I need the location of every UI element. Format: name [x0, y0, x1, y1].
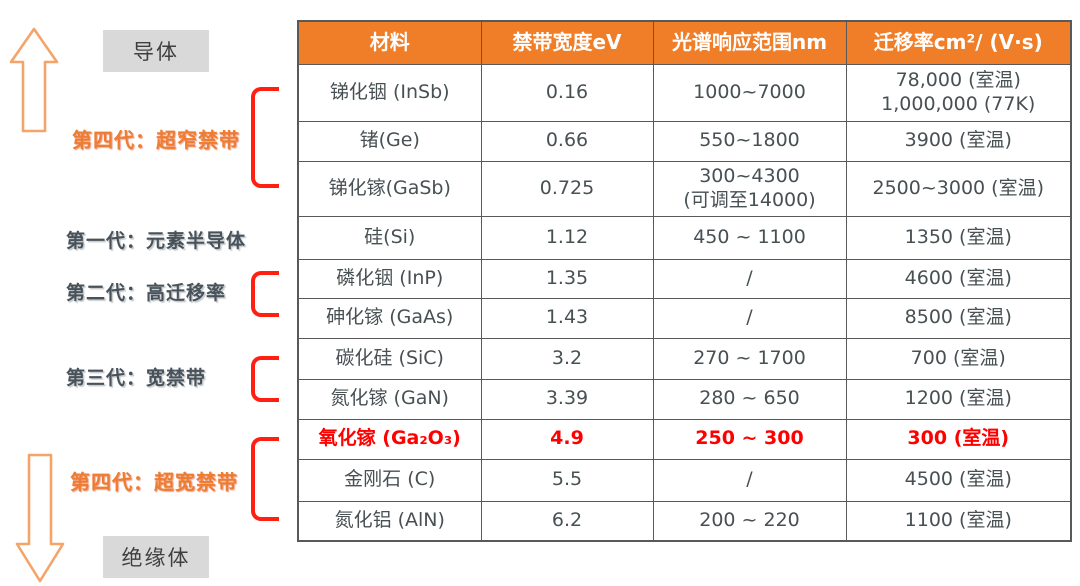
- material-cell: 氮化铝 (AlN): [297, 500, 482, 542]
- range-cell: 550~1800: [652, 120, 847, 162]
- range-cell: /: [652, 458, 847, 502]
- table-row: 金刚石 (C) 5.5 / 4500 (室温): [297, 458, 1072, 502]
- bandgap-cell: 1.12: [480, 215, 654, 260]
- generation-label-gen4-ultra-wide: 第四代：超宽禁带: [70, 470, 238, 494]
- table-row: 砷化镓 (GaAs) 1.43 / 8500 (室温): [297, 297, 1072, 339]
- group-bracket-gen2: [251, 271, 279, 317]
- range-cell: 450 ~ 1100: [652, 215, 847, 260]
- table-row: 氮化镓 (GaN) 3.39 280 ~ 650 1200 (室温): [297, 378, 1072, 420]
- range-cell: 250 ~ 300: [652, 418, 847, 460]
- range-cell: /: [652, 258, 847, 299]
- bandgap-cell: 3.39: [480, 378, 654, 420]
- group-bracket-gen4-narrow: [251, 87, 279, 188]
- bandgap-cell: 3.2: [480, 337, 654, 380]
- bandgap-cell: 1.35: [480, 258, 654, 299]
- material-cell: 硅(Si): [297, 215, 482, 260]
- header-spectral-range: 光谱响应范围nm: [652, 20, 847, 65]
- mobility-cell: 1100 (室温): [845, 500, 1072, 542]
- generation-label-gen4-ultra-narrow: 第四代：超窄禁带: [72, 128, 240, 152]
- range-cell: 200 ~ 220: [652, 500, 847, 542]
- group-bracket-gen4-wide: [251, 437, 279, 521]
- table-row: 碳化硅 (SiC) 3.2 270 ~ 1700 700 (室温): [297, 337, 1072, 380]
- conductor-label: 导体: [133, 40, 179, 64]
- insulator-label: 绝缘体: [121, 546, 191, 570]
- table-row: 硅(Si) 1.12 450 ~ 1100 1350 (室温): [297, 215, 1072, 260]
- material-cell: 碳化硅 (SiC): [297, 337, 482, 380]
- mobility-cell: 4600 (室温): [845, 258, 1072, 299]
- generation-label-gen3-wide-bandgap: 第三代：宽禁带: [66, 367, 207, 389]
- material-cell: 锑化镓(GaSb): [297, 160, 482, 217]
- generation-label-gen2-high-mobility: 第二代：高迁移率: [66, 282, 227, 304]
- material-cell: 氧化镓 (Ga₂O₃): [297, 418, 482, 460]
- conductor-direction-up-arrow-icon: [9, 27, 59, 133]
- material-cell: 砷化镓 (GaAs): [297, 297, 482, 339]
- table-row: 锗(Ge) 0.66 550~1800 3900 (室温): [297, 120, 1072, 162]
- table-header-row: 材料 禁带宽度eV 光谱响应范围nm 迁移率cm²/ (V·s): [297, 20, 1072, 65]
- mobility-cell: 1200 (室温): [845, 378, 1072, 420]
- material-cell: 锗(Ge): [297, 120, 482, 162]
- material-cell: 磷化铟 (InP): [297, 258, 482, 299]
- mobility-cell: 78,000 (室温) 1,000,000 (77K): [845, 63, 1072, 122]
- material-cell: 氮化镓 (GaN): [297, 378, 482, 420]
- bandgap-cell: 1.43: [480, 297, 654, 339]
- header-material: 材料: [297, 20, 482, 65]
- bandgap-cell: 5.5: [480, 458, 654, 502]
- mobility-cell: 3900 (室温): [845, 120, 1072, 162]
- header-mobility: 迁移率cm²/ (V·s): [845, 20, 1072, 65]
- mobility-cell: 8500 (室温): [845, 297, 1072, 339]
- mobility-cell: 1350 (室温): [845, 215, 1072, 260]
- material-cell: 金刚石 (C): [297, 458, 482, 502]
- table-row-highlighted-ga2o3: 氧化镓 (Ga₂O₃) 4.9 250 ~ 300 300 (室温): [297, 418, 1072, 460]
- bandgap-cell: 6.2: [480, 500, 654, 542]
- materials-table: 材料 禁带宽度eV 光谱响应范围nm 迁移率cm²/ (V·s) 锑化铟 (In…: [297, 20, 1072, 542]
- header-bandgap: 禁带宽度eV: [480, 20, 654, 65]
- table-row: 氮化铝 (AlN) 6.2 200 ~ 220 1100 (室温): [297, 500, 1072, 542]
- mobility-cell: 700 (室温): [845, 337, 1072, 380]
- group-bracket-gen3: [251, 356, 279, 402]
- table-row: 磷化铟 (InP) 1.35 / 4600 (室温): [297, 258, 1072, 299]
- conductor-box: 导体: [103, 30, 209, 72]
- generation-label-gen1-elemental: 第一代：元素半导体: [66, 230, 247, 252]
- mobility-cell: 300 (室温): [845, 418, 1072, 460]
- material-cell: 锑化铟 (InSb): [297, 63, 482, 122]
- table-row: 锑化铟 (InSb) 0.16 1000~7000 78,000 (室温) 1,…: [297, 63, 1072, 122]
- range-cell: 300~4300 (可调至14000): [652, 160, 847, 217]
- mobility-cell: 2500~3000 (室温): [845, 160, 1072, 217]
- bandgap-cell: 0.16: [480, 63, 654, 122]
- bandgap-cell: 0.725: [480, 160, 654, 217]
- range-cell: 270 ~ 1700: [652, 337, 847, 380]
- insulator-direction-down-arrow-icon: [15, 453, 65, 583]
- range-cell: /: [652, 297, 847, 339]
- table-row: 锑化镓(GaSb) 0.725 300~4300 (可调至14000) 2500…: [297, 160, 1072, 217]
- range-cell: 280 ~ 650: [652, 378, 847, 420]
- bandgap-cell: 0.66: [480, 120, 654, 162]
- insulator-box: 绝缘体: [103, 536, 209, 578]
- bandgap-cell: 4.9: [480, 418, 654, 460]
- mobility-cell: 4500 (室温): [845, 458, 1072, 502]
- range-cell: 1000~7000: [652, 63, 847, 122]
